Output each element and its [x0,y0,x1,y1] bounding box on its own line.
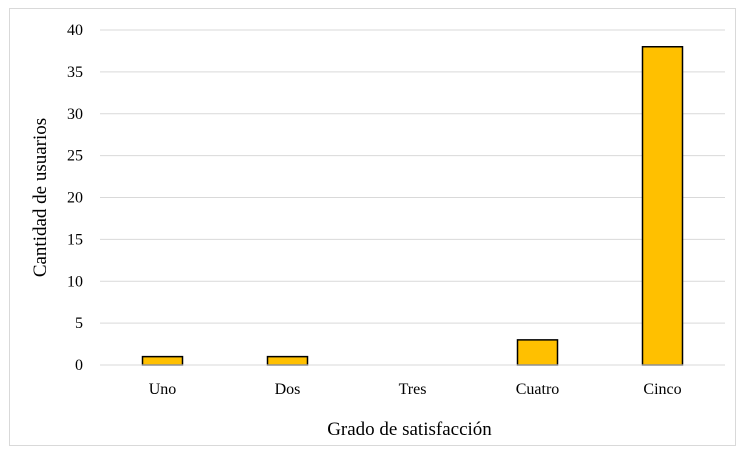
bars [141,46,684,366]
bar-uno [141,355,184,366]
x-tick-label-cinco: Cinco [643,381,681,398]
y-tick-label: 30 [67,106,83,123]
x-tick-label-dos: Dos [275,381,301,398]
x-axis-ticks: Uno Dos Tres Cuatro Cinco [149,381,682,398]
x-tick-label-cuatro: Cuatro [516,381,560,398]
y-tick-label: 0 [75,357,83,374]
gridlines [100,29,725,324]
y-tick-label: 5 [75,315,83,332]
y-tick-label: 15 [67,231,83,248]
y-tick-label: 25 [67,148,83,165]
bar-cinco [641,46,684,366]
chart-frame [9,8,736,446]
y-axis-ticks: 0 5 10 15 20 25 30 35 40 [67,22,83,374]
y-axis-title: Cantidad de usuarios [30,118,51,277]
y-tick-label: 40 [67,22,83,39]
bar-dos [266,355,309,366]
x-axis-title: Grado de satisfacción [327,419,492,440]
y-tick-label: 35 [67,64,83,81]
x-tick-label-tres: Tres [399,381,427,398]
y-tick-label: 20 [67,190,83,207]
bar-cuatro [516,339,559,366]
y-tick-label: 10 [67,273,83,290]
x-tick-label-uno: Uno [149,381,177,398]
